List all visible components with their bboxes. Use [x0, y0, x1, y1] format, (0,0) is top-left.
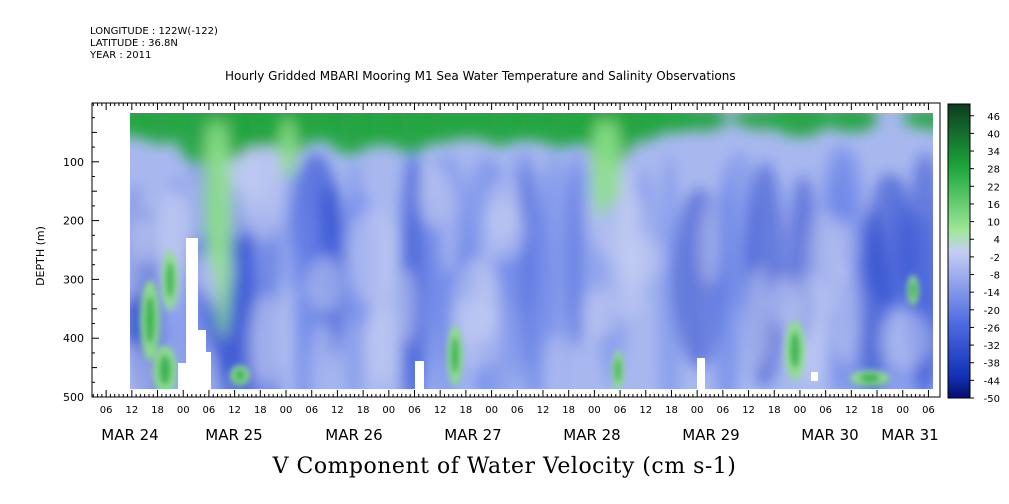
colorbar-tick-label: -8 [990, 271, 1000, 282]
colorbar-tick-label: -44 [984, 376, 1000, 387]
x-date-label: MAR 28 [563, 426, 620, 444]
x-date-label: MAR 31 [881, 426, 938, 444]
x-hour-tick-label: 06 [305, 405, 318, 416]
missing-data-gap [697, 358, 705, 389]
colorbar: 46 40 34 28 22 16 10 4 -2 -8 -14 -20 -26 -32 -38 -44 -50 [947, 103, 1000, 405]
x-hour-tick-label: 00 [588, 405, 601, 416]
x-hour-tick-label: 12 [742, 405, 755, 416]
x-hour-tick-label: 12 [331, 405, 344, 416]
x-hour-tick-label: 18 [871, 405, 884, 416]
y-tick-label: 400 [63, 332, 84, 345]
missing-data-gap [93, 104, 130, 389]
x-hour-tick-label: 18 [562, 405, 575, 416]
colorbar-ramp [947, 103, 971, 399]
y-axis: 100 200 300 400 500 [63, 117, 99, 404]
colorbar-tick-label: 46 [987, 112, 1000, 123]
heatmap-field [130, 113, 933, 389]
colorbar-tick-label: 4 [994, 235, 1000, 246]
colorbar-tick-label: -14 [984, 288, 1000, 299]
colorbar-tick-label: -2 [990, 253, 1000, 264]
colorbar-tick-label: -38 [984, 359, 1000, 370]
x-hour-tick-label: 12 [434, 405, 447, 416]
year-label: YEAR : 2011 [90, 50, 152, 61]
x-date-label: MAR 27 [444, 426, 501, 444]
latitude-label: LATITUDE : 36.8N [90, 38, 178, 49]
x-hour-tick-label: 00 [382, 405, 395, 416]
y-tick-label: 300 [63, 273, 84, 286]
chart-title: Hourly Gridded MBARI Mooring M1 Sea Wate… [225, 69, 736, 83]
colorbar-tick-label: 40 [987, 129, 1000, 140]
x-hour-tick-label: 06 [511, 405, 524, 416]
x-hour-tick-label: 00 [794, 405, 807, 416]
longitude-label: LONGITUDE : 122W(-122) [90, 26, 218, 37]
x-date-label: MAR 30 [801, 426, 858, 444]
colorbar-tick-label: -26 [984, 323, 1000, 334]
x-hour-tick-label: 06 [408, 405, 421, 416]
x-hour-tick-label: 00 [691, 405, 704, 416]
y-axis-label: DEPTH (m) [34, 226, 47, 286]
colorbar-tick-label: -32 [984, 341, 1000, 352]
colorbar-tick-label: 28 [987, 165, 1000, 176]
x-hour-tick-label: 06 [203, 405, 216, 416]
x-hour-tick-label: 00 [896, 405, 909, 416]
missing-data-gap [186, 238, 198, 389]
x-date-label: MAR 29 [682, 426, 739, 444]
x-hour-tick-label: 00 [177, 405, 190, 416]
missing-data-gap [201, 352, 211, 389]
x-hour-tick-label: 18 [768, 405, 781, 416]
x-date-label: MAR 25 [205, 426, 262, 444]
colorbar-tick-label: 10 [987, 218, 1000, 229]
missing-data-gap [415, 361, 424, 389]
missing-data-gap [178, 363, 186, 389]
x-hour-tick-label: 18 [460, 405, 473, 416]
y-tick-label: 100 [63, 156, 84, 169]
colorbar-tick-label: 22 [987, 182, 1000, 193]
y-tick-label: 200 [63, 215, 84, 228]
missing-data-gap [93, 389, 939, 396]
x-date-label: MAR 24 [101, 426, 158, 444]
x-hour-tick-label: 12 [537, 405, 550, 416]
x-hour-tick-label: 00 [485, 405, 498, 416]
variable-label: V Component of Water Velocity (cm s-1) [272, 454, 737, 479]
x-hour-tick-label: 06 [100, 405, 113, 416]
x-hour-tick-label: 06 [922, 405, 935, 416]
x-axis: 06 12 18 00 06 12 18 00 06 12 18 00 06 12 18 00 06 12 18 00… [92, 103, 939, 444]
colorbar-tick-label: -50 [984, 394, 1000, 405]
missing-data-gaps [93, 104, 939, 396]
x-hour-tick-label: 18 [151, 405, 164, 416]
x-hour-tick-label: 06 [614, 405, 627, 416]
missing-data-gap [811, 372, 818, 381]
x-hour-tick-label: 00 [280, 405, 293, 416]
x-hour-tick-label: 12 [639, 405, 652, 416]
x-hour-tick-label: 18 [357, 405, 370, 416]
x-hour-tick-label: 12 [228, 405, 241, 416]
colorbar-tick-label: -20 [984, 306, 1000, 317]
colorbar-tick-label: 16 [987, 200, 1000, 211]
x-hour-tick-label: 12 [125, 405, 138, 416]
y-tick-label: 500 [63, 391, 84, 404]
x-hour-tick-label: 12 [845, 405, 858, 416]
x-hour-tick-label: 06 [716, 405, 729, 416]
x-hour-tick-label: 18 [665, 405, 678, 416]
colorbar-tick-label: 34 [987, 147, 1000, 158]
x-hour-tick-label: 06 [819, 405, 832, 416]
x-date-label: MAR 26 [325, 426, 382, 444]
x-hour-tick-label: 18 [254, 405, 267, 416]
